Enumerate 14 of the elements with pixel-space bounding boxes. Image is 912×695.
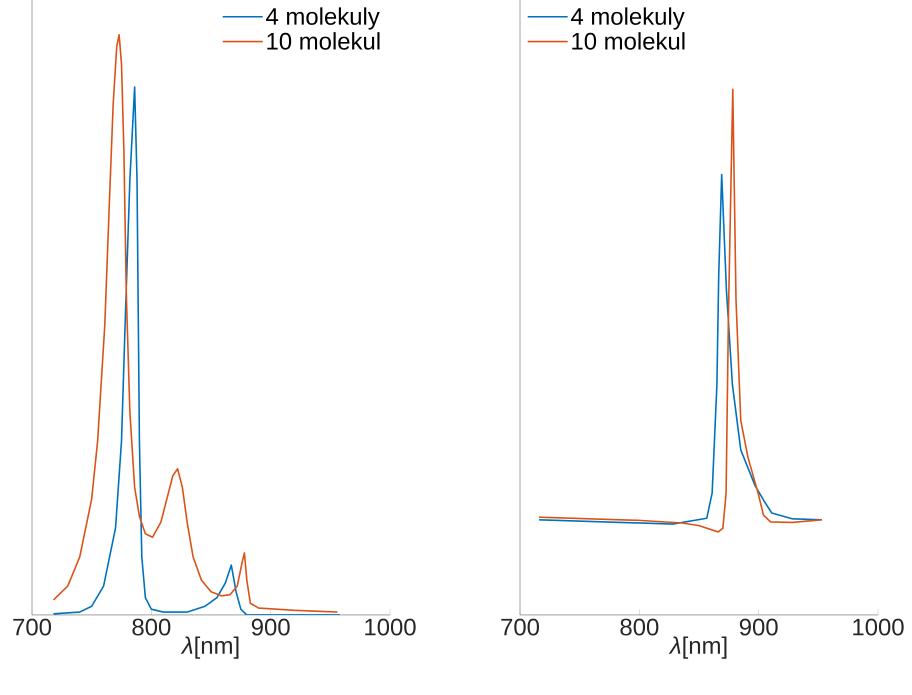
x-tick-label: 1000 bbox=[853, 618, 904, 636]
legend-label: 4 molekuly bbox=[266, 7, 380, 30]
x-tick-label: 800 bbox=[132, 618, 170, 636]
legend-label: 10 molekul bbox=[267, 32, 380, 50]
x-tick-label: 700 bbox=[501, 618, 540, 636]
x-tick-label: 800 bbox=[620, 618, 658, 636]
x-axis-title: λ[nm] bbox=[668, 636, 726, 659]
x-tick-label: 900 bbox=[740, 618, 778, 636]
x-tick-label: 700 bbox=[13, 618, 52, 636]
x-tick-label: 1000 bbox=[365, 618, 416, 636]
legend-label: 4 molekuly bbox=[571, 7, 685, 30]
legend-label: 10 molekul bbox=[572, 32, 684, 50]
x-tick-label: 900 bbox=[252, 618, 290, 636]
x-axis-title: λ[nm] bbox=[180, 636, 238, 659]
